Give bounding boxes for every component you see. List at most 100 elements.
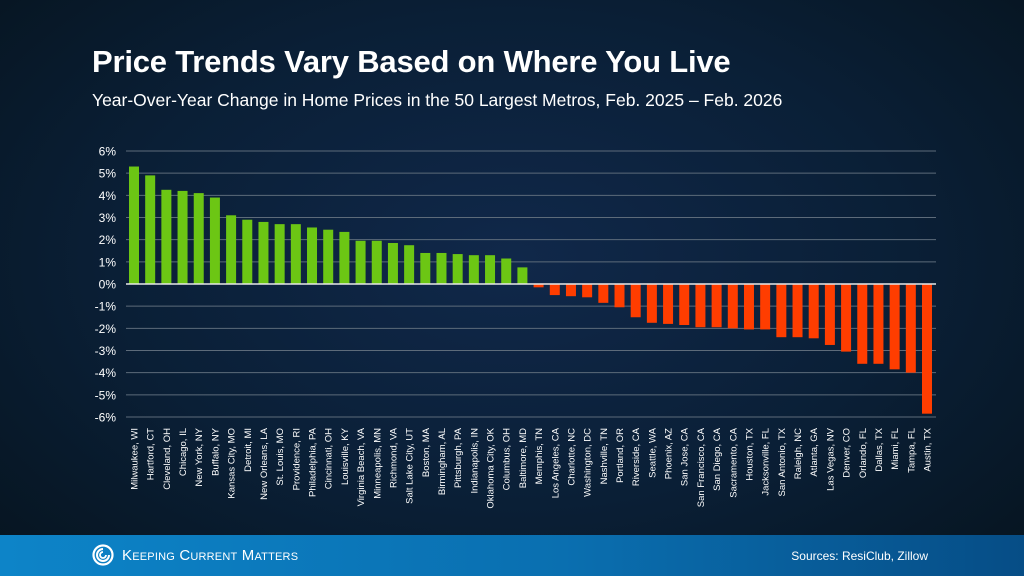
y-tick-label: -3% xyxy=(95,344,117,358)
bar xyxy=(646,284,657,323)
bar xyxy=(614,284,625,308)
sources-note: Sources: ResiClub, Zillow xyxy=(791,549,928,563)
bar xyxy=(760,284,771,330)
x-tick-label: Louisville, KY xyxy=(340,427,351,485)
bar xyxy=(209,197,220,284)
bar xyxy=(679,284,690,326)
bar xyxy=(129,166,139,284)
x-tick-label: Las Vegas, NV xyxy=(825,427,836,491)
y-tick-label: -4% xyxy=(95,366,117,380)
bar xyxy=(307,227,318,284)
bar xyxy=(242,219,253,284)
x-tick-label: Columbus, OH xyxy=(502,428,513,490)
x-tick-label: Pittsburgh, PA xyxy=(453,427,464,488)
x-tick-label: Miami, FL xyxy=(890,428,901,470)
bar xyxy=(371,240,382,284)
x-tick-label: Austin, TX xyxy=(923,427,934,471)
bar xyxy=(776,284,787,338)
chart-title: Price Trends Vary Based on Where You Liv… xyxy=(92,44,731,79)
logo-text: Keeping Current Matters xyxy=(122,546,299,564)
kcm-logo: Keeping Current Matters xyxy=(92,544,298,566)
x-tick-label: Indianapolis, IN xyxy=(469,428,480,494)
bar xyxy=(792,284,803,338)
x-tick-label: Sacramento, CA xyxy=(728,427,739,497)
x-tick-label: Salt Lake City, UT xyxy=(405,428,416,504)
x-tick-label: Buffalo, NY xyxy=(210,427,221,476)
x-tick-label: Cincinnati, OH xyxy=(324,428,335,489)
bar xyxy=(565,284,576,297)
swirl-logo-icon xyxy=(92,544,114,566)
x-tick-label: Providence, RI xyxy=(291,428,302,490)
x-tick-label: Charlotte, NC xyxy=(566,428,577,486)
y-tick-label: 0% xyxy=(99,278,117,292)
y-tick-label: -6% xyxy=(95,411,117,425)
x-tick-label: Riverside, CA xyxy=(631,427,642,486)
y-tick-label: -1% xyxy=(95,300,117,314)
x-tick-label: Richmond, VA xyxy=(388,427,399,488)
x-tick-label: St. Louis, MO xyxy=(275,428,286,486)
x-tick-label: New York, NY xyxy=(194,427,205,486)
x-tick-label: Memphis, TN xyxy=(534,428,545,484)
x-tick-label: Tampa, FL xyxy=(906,428,917,473)
x-tick-label: Denver, CO xyxy=(842,428,853,478)
bar xyxy=(193,193,204,284)
bar xyxy=(290,224,301,284)
x-tick-label: Chicago, IL xyxy=(178,428,189,476)
bar xyxy=(452,254,463,284)
bar xyxy=(501,258,512,284)
x-tick-label: Boston, MA xyxy=(421,427,432,477)
x-tick-label: Jacksonville, FL xyxy=(761,428,772,496)
bar xyxy=(145,175,156,284)
x-tick-label: Minneapolis, MN xyxy=(372,428,383,499)
x-tick-label: Seattle, WA xyxy=(647,427,658,477)
x-tick-label: Hartford, CT xyxy=(146,428,157,480)
bar xyxy=(905,284,916,373)
bar xyxy=(582,284,593,298)
x-tick-label: Washington, DC xyxy=(583,428,594,497)
bar xyxy=(711,284,722,328)
footer: Keeping Current Matters Sources: ResiClu… xyxy=(0,535,1024,576)
x-tick-label: Atlanta, GA xyxy=(809,427,820,476)
bar xyxy=(727,284,738,329)
y-tick-label: 3% xyxy=(99,211,117,225)
bar xyxy=(161,189,172,284)
bar xyxy=(841,284,852,352)
x-tick-label: Oklahoma City, OK xyxy=(486,427,497,508)
bar xyxy=(226,215,237,284)
x-tick-label: Cleveland, OH xyxy=(162,428,173,490)
bar xyxy=(663,284,674,324)
bar xyxy=(436,252,447,284)
x-tick-label: Baltimore, MD xyxy=(518,428,529,488)
bar xyxy=(387,242,398,284)
bar xyxy=(485,255,496,284)
y-tick-label: -2% xyxy=(95,322,117,336)
bar xyxy=(808,284,819,339)
x-tick-label: Raleigh, NC xyxy=(793,428,804,479)
bar xyxy=(743,284,754,330)
x-tick-label: Houston, TX xyxy=(744,427,755,480)
x-tick-label: Phoenix, AZ xyxy=(664,428,675,479)
bar xyxy=(922,284,932,414)
bar xyxy=(323,229,334,284)
x-tick-label: Birmingham, AL xyxy=(437,428,448,495)
bar xyxy=(549,284,560,296)
x-tick-label: Nashville, TN xyxy=(599,428,610,484)
bar xyxy=(420,252,431,284)
y-tick-label: 5% xyxy=(99,167,117,181)
x-tick-label: San Francisco, CA xyxy=(696,427,707,507)
bar xyxy=(274,224,285,284)
x-tick-label: Portland, OR xyxy=(615,428,626,483)
bar xyxy=(857,284,868,364)
x-tick-label: Orlando, FL xyxy=(858,428,869,478)
x-tick-label: Virginia Beach, VA xyxy=(356,427,367,506)
bar xyxy=(889,284,900,370)
x-tick-label: Kansas City, MO xyxy=(227,428,238,499)
y-tick-label: 6% xyxy=(99,145,117,159)
bar xyxy=(533,284,544,288)
x-tick-label: Dallas, TX xyxy=(874,427,885,471)
y-tick-label: 4% xyxy=(99,189,117,203)
bar xyxy=(355,240,366,284)
x-tick-label: Milwaukee, WI xyxy=(130,428,141,490)
bar xyxy=(824,284,835,345)
bar xyxy=(630,284,641,318)
